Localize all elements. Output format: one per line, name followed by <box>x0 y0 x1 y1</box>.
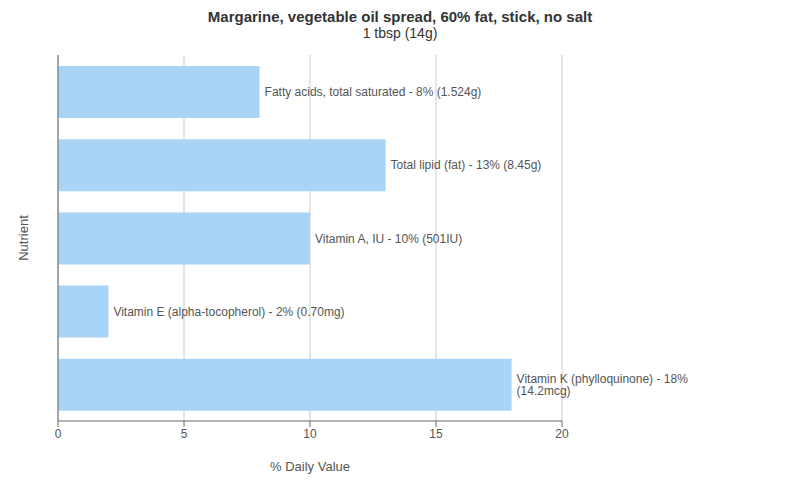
svg-text:10: 10 <box>303 427 317 441</box>
html-text:1 tbsp (14g): 1 tbsp (14g) <box>362 25 438 41</box>
svg-text:5: 5 <box>181 427 188 441</box>
svg-text:20: 20 <box>555 427 569 441</box>
svg-text:Vitamin K (phylloquinone) - 18: Vitamin K (phylloquinone) - 18%(14.2mcg) <box>517 372 689 398</box>
svg-text:Fatty acids, total saturated -: Fatty acids, total saturated - 8% (1.524… <box>265 85 482 99</box>
svg-text:15: 15 <box>429 427 443 441</box>
svg-text:Vitamin A, IU - 10% (501IU): Vitamin A, IU - 10% (501IU) <box>315 232 462 246</box>
svg-text:Total lipid (fat) - 13% (8.45g: Total lipid (fat) - 13% (8.45g) <box>391 158 542 172</box>
svg-text:Nutrient: Nutrient <box>16 215 31 261</box>
svg-text:% Daily Value: % Daily Value <box>270 459 350 474</box>
html-text:Margarine, vegetable oil sprea: Margarine, vegetable oil spread, 60% fat… <box>207 8 593 25</box>
svg-text:0: 0 <box>55 427 62 441</box>
svg-text:Vitamin E (alpha-tocopherol) -: Vitamin E (alpha-tocopherol) - 2% (0.70m… <box>113 305 344 319</box>
